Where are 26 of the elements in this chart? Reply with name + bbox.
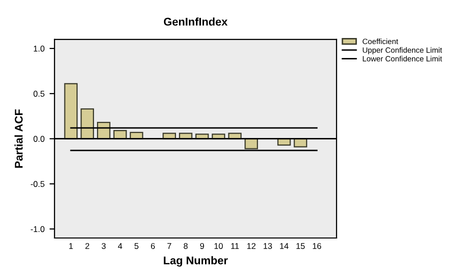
x-tick-label: 10: [214, 243, 223, 249]
y-tick-label: -0.5: [30, 181, 44, 187]
x-tick-label: 4: [118, 243, 122, 249]
chart-title: GenInfIndex: [164, 18, 228, 26]
x-tick-label: 9: [200, 243, 204, 249]
x-tick-label: 8: [184, 243, 188, 249]
x-tick-label: 12: [247, 243, 256, 249]
x-tick-label: 1: [69, 243, 73, 249]
x-tick-label: 3: [102, 243, 106, 249]
x-tick-label: 2: [85, 243, 90, 249]
bar: [64, 83, 78, 140]
y-tick-label: 1.0: [34, 46, 44, 52]
x-tick-label: 13: [264, 243, 272, 249]
y-tick-label: -1.0: [30, 226, 44, 232]
x-tick-label: 11: [231, 243, 239, 249]
x-tick-label: 5: [134, 243, 138, 249]
x-axis-title: Lag Number: [164, 256, 228, 267]
y-axis-title: Partial ACF: [14, 109, 23, 168]
x-tick-label: 15: [296, 243, 305, 249]
x-tick-label: 7: [167, 243, 172, 249]
y-tick-label: 0.0: [34, 136, 44, 142]
x-tick-label: 14: [280, 243, 288, 249]
x-tick-label: 6: [151, 243, 155, 249]
y-tick-label: 0.5: [34, 90, 44, 97]
bar: [80, 108, 94, 140]
x-tick-label: 16: [312, 243, 322, 249]
